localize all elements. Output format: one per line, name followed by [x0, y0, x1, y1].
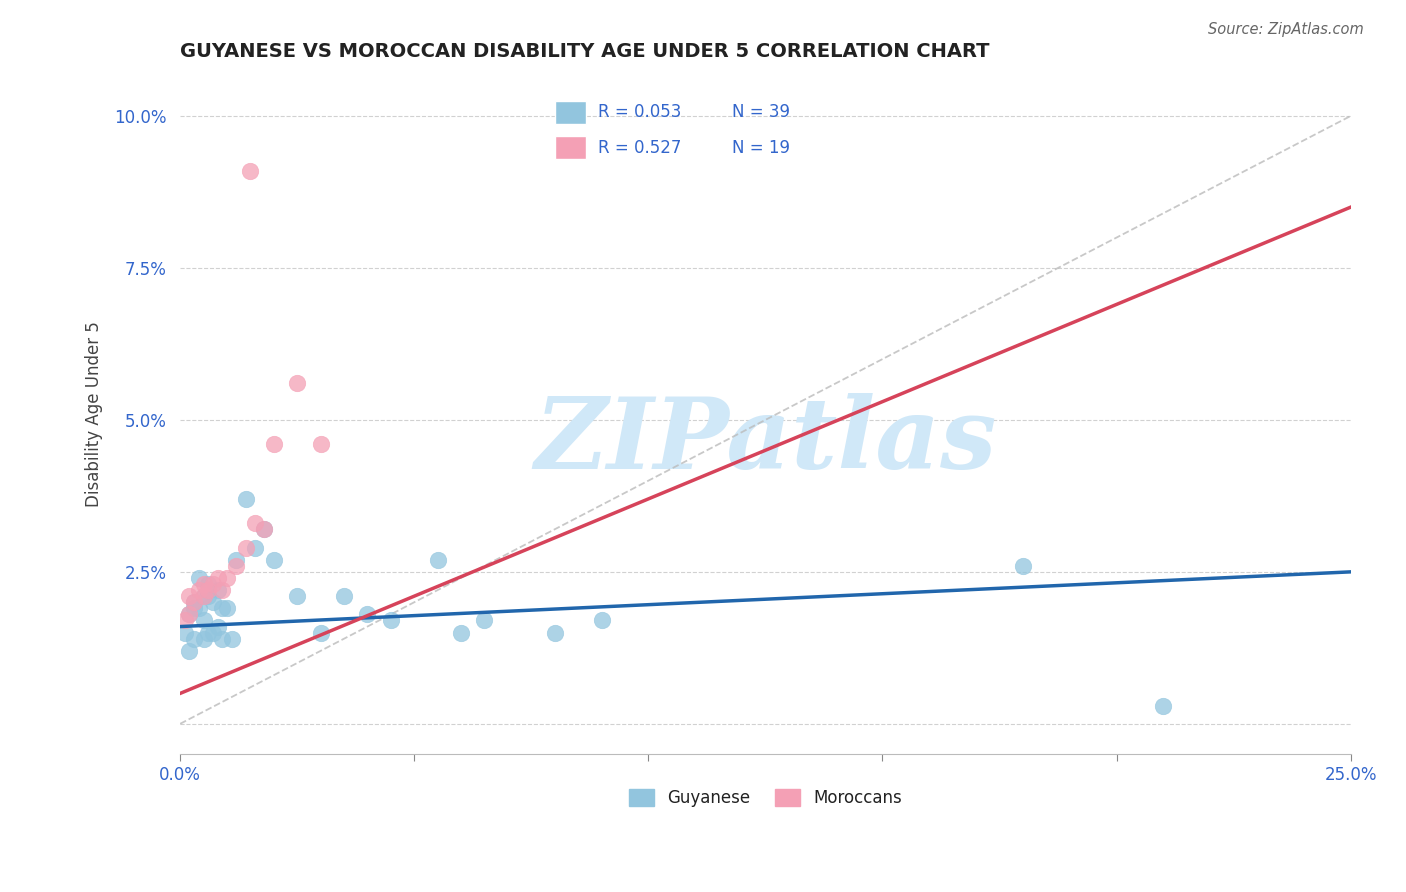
Point [183, 595, 205, 609]
Point [380, 614, 402, 628]
Point [235, 541, 257, 555]
Point [207, 619, 229, 633]
Point [201, 577, 224, 591]
Point [207, 571, 229, 585]
Point [309, 625, 332, 640]
Point [183, 632, 205, 646]
Point [201, 595, 224, 609]
Point [243, 541, 266, 555]
Y-axis label: Disability Age Under 5: Disability Age Under 5 [86, 321, 103, 507]
Text: Source: ZipAtlas.com: Source: ZipAtlas.com [1208, 22, 1364, 37]
Point [1152, 698, 1174, 713]
Point [263, 437, 285, 451]
Point [197, 589, 219, 603]
Point [211, 601, 233, 615]
Point [179, 607, 201, 622]
Point [193, 589, 215, 603]
Point [235, 491, 257, 506]
Point [285, 376, 308, 391]
Point [225, 558, 247, 573]
Point [591, 614, 613, 628]
Point [197, 577, 219, 591]
Point [179, 607, 201, 622]
Point [544, 625, 567, 640]
Point [450, 625, 472, 640]
Legend: Guyanese, Moroccans: Guyanese, Moroccans [621, 782, 908, 814]
Point [187, 583, 209, 598]
Point [193, 632, 215, 646]
Point [187, 571, 209, 585]
Point [285, 589, 308, 603]
Point [183, 601, 205, 615]
Point [1012, 558, 1035, 573]
Point [193, 614, 215, 628]
Point [211, 632, 233, 646]
Point [225, 552, 247, 566]
Point [179, 644, 201, 658]
Text: ZIPatlas: ZIPatlas [534, 392, 997, 490]
Point [253, 522, 276, 536]
Point [183, 595, 205, 609]
Point [173, 625, 195, 640]
Point [201, 625, 224, 640]
Point [333, 589, 356, 603]
Point [197, 625, 219, 640]
Point [221, 632, 243, 646]
Point [239, 163, 262, 178]
Point [207, 583, 229, 598]
Point [263, 552, 285, 566]
Point [197, 583, 219, 598]
Point [309, 437, 332, 451]
Point [193, 577, 215, 591]
Point [243, 516, 266, 531]
Point [356, 607, 378, 622]
Point [187, 601, 209, 615]
Point [426, 552, 449, 566]
Point [211, 583, 233, 598]
Point [193, 589, 215, 603]
Text: GUYANESE VS MOROCCAN DISABILITY AGE UNDER 5 CORRELATION CHART: GUYANESE VS MOROCCAN DISABILITY AGE UNDE… [180, 42, 990, 61]
Point [215, 571, 238, 585]
Point [173, 614, 195, 628]
Point [253, 522, 276, 536]
Point [215, 601, 238, 615]
Point [474, 614, 496, 628]
Point [179, 589, 201, 603]
